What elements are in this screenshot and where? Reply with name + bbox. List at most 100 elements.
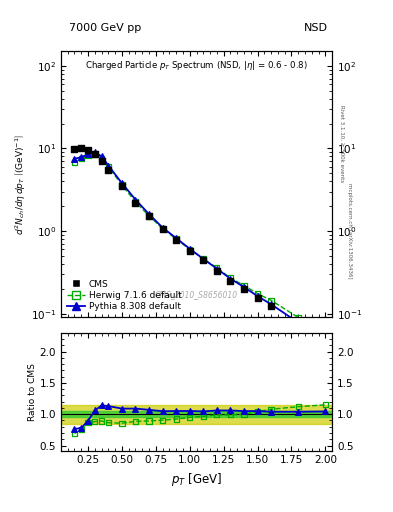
- Point: [187, 246, 193, 254]
- Point: [187, 413, 193, 421]
- Point: [322, 401, 329, 409]
- Point: [241, 407, 247, 415]
- Point: [78, 155, 84, 163]
- Point: [214, 265, 220, 273]
- Point: [227, 276, 233, 285]
- Point: [241, 285, 247, 293]
- Point: [105, 163, 112, 171]
- Point: [78, 424, 84, 432]
- Y-axis label: Ratio to CMS: Ratio to CMS: [28, 362, 37, 421]
- Point: [92, 148, 98, 156]
- Point: [173, 235, 179, 243]
- Point: [241, 283, 247, 291]
- Point: [132, 404, 139, 413]
- Point: [295, 318, 301, 327]
- Point: [92, 150, 98, 158]
- Point: [200, 255, 206, 263]
- Point: [85, 146, 91, 154]
- Point: [132, 417, 139, 425]
- Point: [132, 198, 139, 206]
- Point: [105, 402, 112, 410]
- Point: [200, 257, 206, 265]
- Point: [98, 152, 105, 160]
- Text: 7000 GeV pp: 7000 GeV pp: [69, 23, 141, 33]
- Point: [160, 224, 166, 232]
- Point: [98, 157, 105, 165]
- Point: [268, 296, 274, 305]
- Point: [92, 150, 98, 158]
- Point: [214, 264, 220, 272]
- Point: [98, 417, 105, 425]
- Point: [119, 419, 125, 428]
- Text: Charged Particle $p_T$ Spectrum (NSD, $|\eta|$ = 0.6 - 0.8): Charged Particle $p_T$ Spectrum (NSD, $|…: [85, 59, 308, 72]
- Point: [92, 417, 98, 425]
- Point: [254, 408, 261, 416]
- Point: [85, 152, 91, 160]
- Point: [214, 411, 220, 419]
- Point: [173, 407, 179, 415]
- Y-axis label: $d^2N_{ch}/d\eta\,dp_T$ $\left[\left(\mathrm{GeV}\right)^{-1}\right]$: $d^2N_{ch}/d\eta\,dp_T$ $\left[\left(\ma…: [13, 134, 28, 234]
- Point: [214, 407, 220, 415]
- Point: [146, 212, 152, 220]
- Point: [322, 337, 329, 345]
- Point: [227, 274, 233, 283]
- Point: [187, 245, 193, 253]
- Point: [227, 274, 233, 282]
- Point: [254, 407, 261, 415]
- Point: [92, 407, 98, 415]
- Text: Rivet 3.1.10, ≥ 500k events: Rivet 3.1.10, ≥ 500k events: [339, 105, 344, 182]
- Point: [160, 407, 166, 415]
- Point: [85, 150, 91, 158]
- Point: [105, 419, 112, 427]
- Point: [98, 155, 105, 163]
- Point: [146, 210, 152, 218]
- Point: [268, 405, 274, 413]
- Point: [187, 245, 193, 253]
- Point: [295, 313, 301, 322]
- Point: [173, 236, 179, 244]
- Point: [322, 331, 329, 339]
- Point: [105, 161, 112, 169]
- X-axis label: $p_T$ [GeV]: $p_T$ [GeV]: [171, 471, 222, 488]
- Point: [146, 417, 152, 425]
- Point: [173, 234, 179, 242]
- Point: [200, 408, 206, 416]
- Point: [160, 225, 166, 233]
- Point: [214, 267, 220, 275]
- Point: [85, 419, 91, 427]
- Point: [132, 196, 139, 204]
- Point: [72, 158, 78, 166]
- Point: [105, 166, 112, 174]
- Point: [85, 417, 91, 425]
- Point: [146, 406, 152, 414]
- Point: [119, 404, 125, 413]
- Text: mcplots.cern.ch [arXiv:1306.3436]: mcplots.cern.ch [arXiv:1306.3436]: [347, 183, 352, 278]
- Point: [227, 411, 233, 419]
- Point: [268, 300, 274, 308]
- Point: [200, 412, 206, 420]
- Point: [78, 144, 84, 153]
- Text: NSD: NSD: [304, 23, 328, 33]
- Point: [160, 224, 166, 232]
- Point: [295, 402, 301, 411]
- Point: [241, 281, 247, 289]
- Point: [268, 302, 274, 310]
- Point: [200, 255, 206, 263]
- Text: CMS_2010_S8656010: CMS_2010_S8656010: [155, 290, 238, 299]
- Point: [187, 407, 193, 415]
- Point: [254, 294, 261, 302]
- Point: [254, 292, 261, 300]
- Point: [241, 410, 247, 418]
- Point: [146, 212, 152, 221]
- Point: [119, 182, 125, 190]
- Point: [119, 181, 125, 189]
- Point: [78, 426, 84, 434]
- Legend: CMS, Herwig 7.1.6 default, Pythia 8.308 default: CMS, Herwig 7.1.6 default, Pythia 8.308 …: [65, 278, 184, 313]
- Point: [72, 425, 78, 433]
- Point: [160, 416, 166, 424]
- Point: [295, 320, 301, 328]
- Point: [173, 415, 179, 423]
- Point: [254, 289, 261, 297]
- Point: [322, 338, 329, 347]
- Point: [72, 429, 78, 437]
